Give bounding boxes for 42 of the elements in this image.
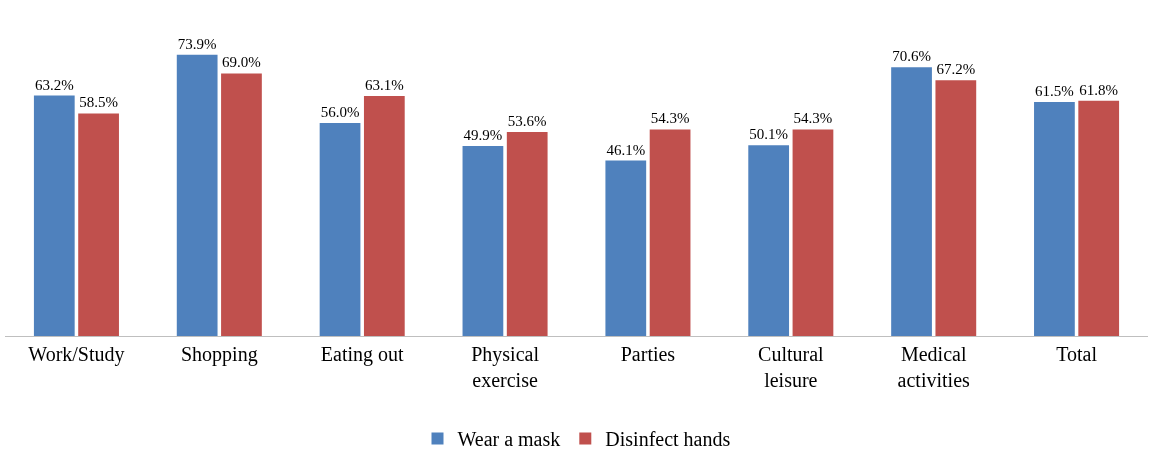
bar <box>363 95 405 336</box>
bar <box>1034 101 1075 336</box>
x-tick-label: Medical activities <box>897 343 970 391</box>
data-label: 46.1% <box>606 141 646 158</box>
x-tick-label: Cultural leisure <box>758 343 825 391</box>
bar <box>605 160 647 336</box>
legend-label: Disinfect hands <box>605 428 731 451</box>
bar <box>1078 100 1120 336</box>
data-label: 61.8% <box>1079 81 1119 98</box>
data-label: 53.6% <box>507 113 547 130</box>
bar <box>319 122 361 336</box>
bar <box>935 80 977 336</box>
x-tick-label: Eating out <box>320 343 405 366</box>
data-label: 63.1% <box>364 76 404 93</box>
data-label: 58.5% <box>79 94 118 111</box>
x-tick-label: Shopping <box>180 343 258 366</box>
bar <box>891 67 932 336</box>
data-label: 70.6% <box>892 48 931 65</box>
bar <box>462 146 504 336</box>
bar <box>649 129 691 336</box>
bar <box>221 73 262 336</box>
data-label: 73.9% <box>177 35 217 52</box>
data-label: 56.0% <box>320 103 360 120</box>
x-tick-label: Physical exercise <box>471 343 540 391</box>
legend-label: Wear a mask <box>457 428 561 451</box>
data-label: 54.3% <box>793 110 833 127</box>
bar <box>748 145 790 336</box>
bar <box>506 132 548 336</box>
data-label: 67.2% <box>936 61 976 78</box>
x-tick-label: Parties <box>620 343 676 365</box>
bar <box>33 95 75 336</box>
bar <box>792 129 834 336</box>
x-tick-label: Total <box>1056 343 1098 365</box>
data-label: 63.2% <box>34 76 74 93</box>
data-label: 49.9% <box>463 127 503 144</box>
data-label: 50.1% <box>749 126 789 143</box>
bar <box>176 54 218 336</box>
x-tick-label: Work/Study <box>28 343 125 366</box>
data-label: 69.0% <box>222 54 261 71</box>
data-label: 61.5% <box>1035 82 1074 99</box>
data-label: 54.3% <box>650 110 690 127</box>
bar <box>78 113 119 336</box>
